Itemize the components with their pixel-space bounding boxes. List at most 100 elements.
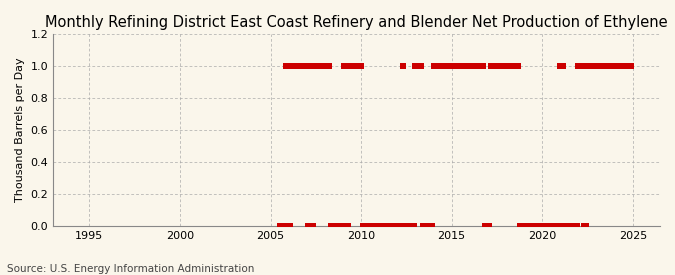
Point	[307, 224, 318, 228]
Point	[274, 224, 285, 228]
Point	[495, 64, 506, 68]
Point	[289, 64, 300, 68]
Point	[414, 64, 425, 68]
Point	[291, 64, 302, 68]
Point	[600, 64, 611, 68]
Point	[350, 64, 360, 68]
Point	[368, 224, 379, 228]
Point	[584, 64, 595, 68]
Point	[339, 64, 350, 68]
Point	[599, 64, 610, 68]
Point	[333, 224, 344, 228]
Point	[546, 224, 557, 228]
Point	[395, 224, 406, 228]
Point	[312, 64, 323, 68]
Point	[380, 224, 391, 228]
Point	[386, 224, 397, 228]
Point	[496, 64, 507, 68]
Point	[489, 64, 500, 68]
Point	[275, 224, 286, 228]
Point	[342, 224, 353, 228]
Point	[478, 64, 489, 68]
Point	[321, 64, 331, 68]
Point	[487, 64, 498, 68]
Point	[526, 224, 537, 228]
Point	[344, 64, 354, 68]
Point	[457, 64, 468, 68]
Point	[456, 64, 466, 68]
Point	[491, 64, 502, 68]
Point	[412, 64, 423, 68]
Point	[500, 64, 510, 68]
Point	[469, 64, 480, 68]
Point	[379, 224, 389, 228]
Point	[406, 224, 416, 228]
Point	[508, 64, 519, 68]
Point	[288, 64, 298, 68]
Point	[605, 64, 616, 68]
Point	[331, 224, 342, 228]
Point	[528, 224, 539, 228]
Point	[401, 224, 412, 228]
Point	[428, 64, 439, 68]
Point	[279, 224, 290, 228]
Point	[300, 64, 310, 68]
Point	[534, 224, 545, 228]
Point	[556, 64, 567, 68]
Point	[537, 224, 547, 228]
Point	[617, 64, 628, 68]
Point	[576, 64, 587, 68]
Point	[516, 224, 526, 228]
Point	[374, 224, 385, 228]
Point	[593, 64, 603, 68]
Point	[450, 64, 460, 68]
Point	[454, 64, 464, 68]
Point	[626, 64, 637, 68]
Point	[484, 224, 495, 228]
Point	[596, 64, 607, 68]
Point	[547, 224, 558, 228]
Point	[451, 64, 462, 68]
Point	[407, 224, 418, 228]
Point	[570, 224, 580, 228]
Point	[324, 64, 335, 68]
Point	[458, 64, 469, 68]
Point	[383, 224, 394, 228]
Point	[315, 64, 326, 68]
Point	[554, 224, 564, 228]
Point	[603, 64, 614, 68]
Point	[535, 224, 546, 228]
Point	[541, 224, 552, 228]
Point	[392, 224, 403, 228]
Point	[356, 64, 367, 68]
Point	[436, 64, 447, 68]
Point	[505, 64, 516, 68]
Point	[475, 64, 486, 68]
Point	[443, 64, 454, 68]
Point	[567, 224, 578, 228]
Point	[545, 224, 556, 228]
Point	[618, 64, 629, 68]
Point	[441, 64, 452, 68]
Point	[623, 64, 634, 68]
Point	[285, 224, 296, 228]
Text: Source: U.S. Energy Information Administration: Source: U.S. Energy Information Administ…	[7, 264, 254, 274]
Point	[466, 64, 477, 68]
Point	[398, 64, 409, 68]
Point	[424, 224, 435, 228]
Point	[561, 224, 572, 228]
Point	[578, 64, 589, 68]
Point	[377, 224, 387, 228]
Point	[501, 64, 512, 68]
Point	[490, 64, 501, 68]
Point	[446, 64, 457, 68]
Point	[387, 224, 398, 228]
Point	[448, 64, 458, 68]
Point	[437, 64, 448, 68]
Point	[329, 224, 340, 228]
Point	[560, 224, 570, 228]
Point	[591, 64, 602, 68]
Point	[317, 64, 327, 68]
Point	[408, 224, 419, 228]
Point	[402, 224, 413, 228]
